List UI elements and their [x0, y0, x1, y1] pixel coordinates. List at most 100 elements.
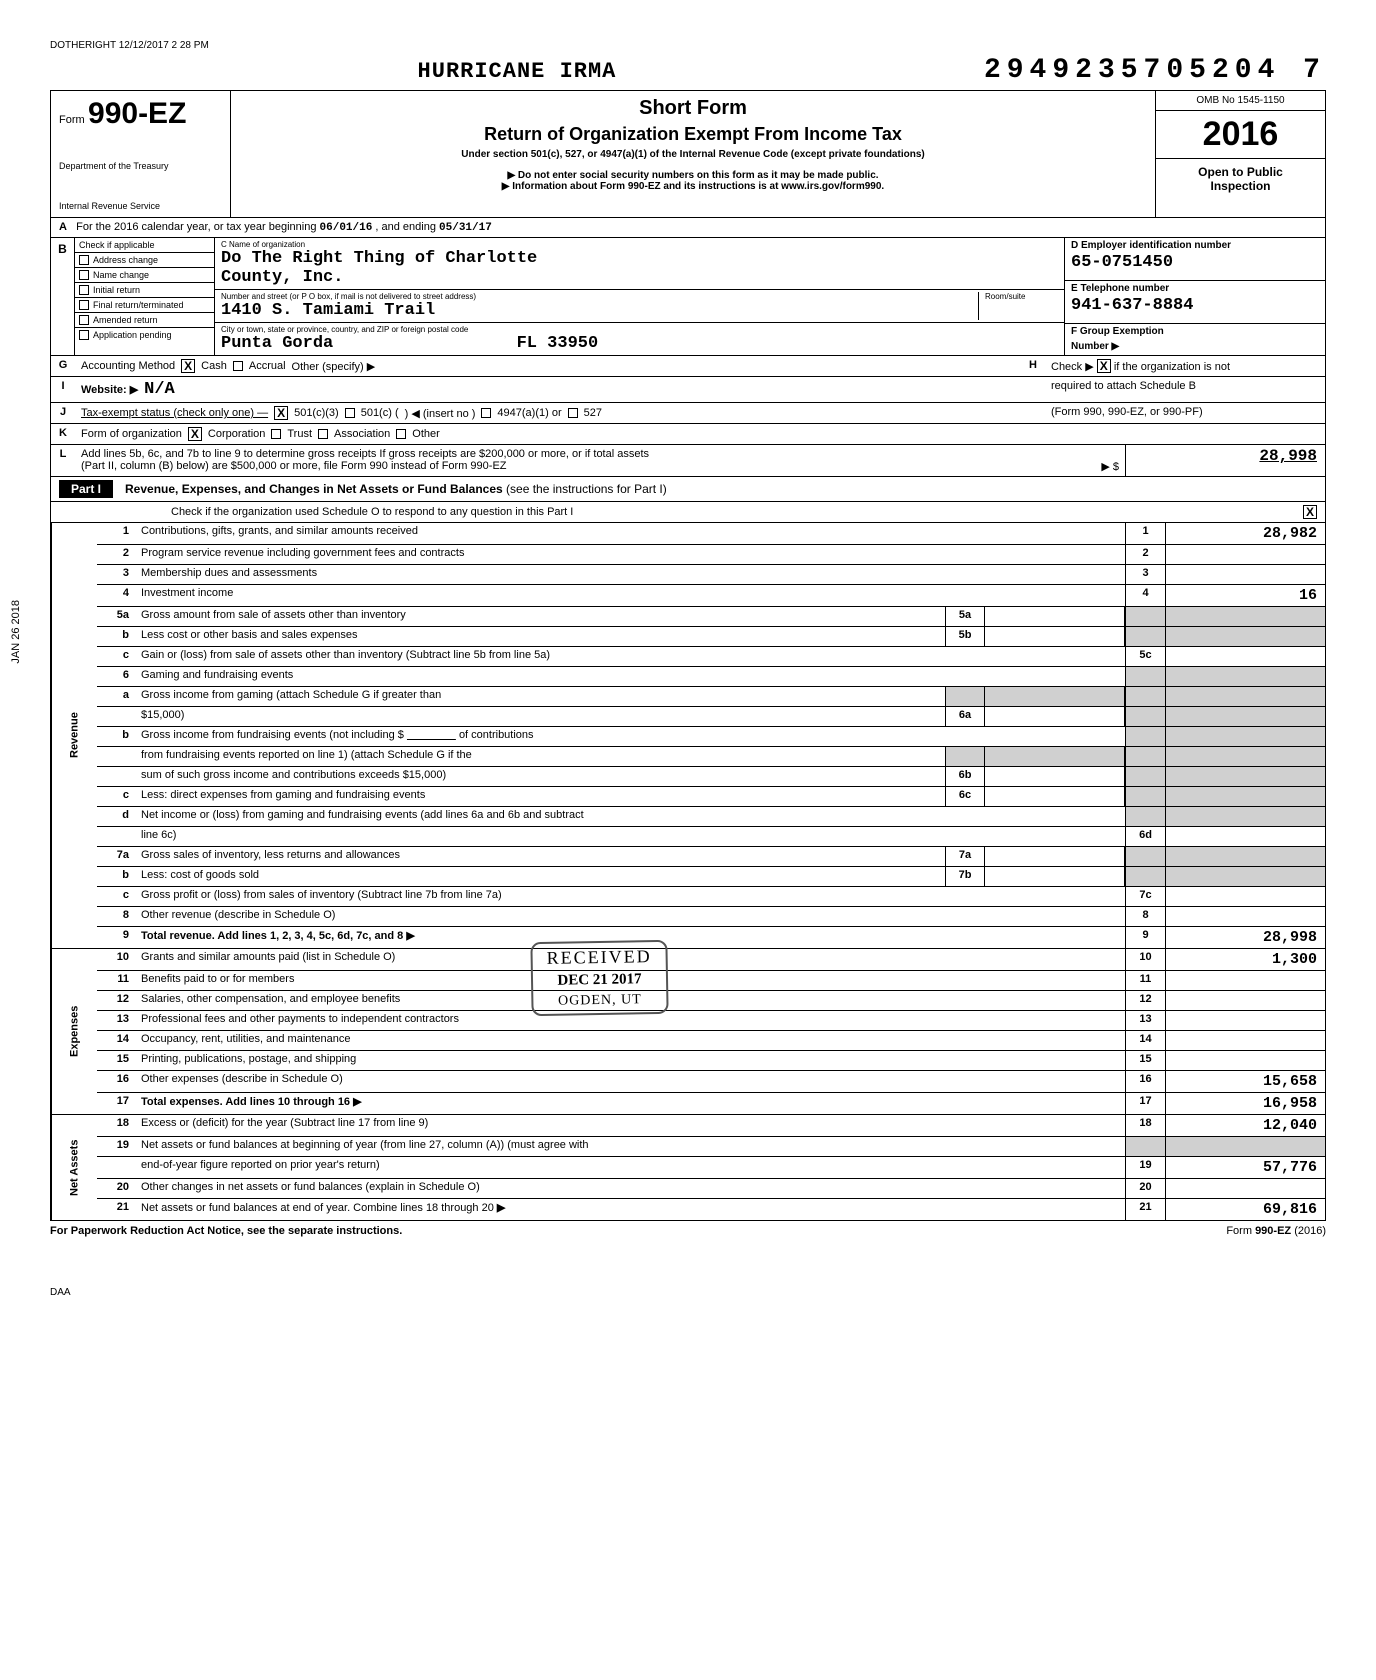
assoc-checkbox[interactable]	[318, 429, 328, 439]
mid-val	[985, 627, 1125, 646]
mid-num: 7a	[945, 847, 985, 866]
4947-checkbox[interactable]	[481, 408, 491, 418]
info-block: B Check if applicable Address change Nam…	[50, 238, 1326, 356]
footer: For Paperwork Reduction Act Notice, see …	[50, 1225, 1326, 1237]
right-num: 2	[1125, 545, 1165, 564]
mid-val	[985, 767, 1125, 786]
subtitle: Under section 501(c), 527, or 4947(a)(1)…	[241, 149, 1145, 160]
line-val	[1165, 971, 1325, 990]
line-num: 12	[97, 991, 137, 1010]
check-label: Final return/terminated	[93, 300, 184, 310]
label-g: G	[51, 356, 75, 376]
check-label: Amended return	[93, 315, 158, 325]
mid-num: 7b	[945, 867, 985, 886]
527-checkbox[interactable]	[568, 408, 578, 418]
mid-num: 5a	[945, 607, 985, 626]
part1-label: Part I	[59, 480, 113, 498]
mid-num	[945, 747, 985, 766]
line-desc: Gaming and fundraising events	[137, 667, 1125, 686]
4947-label: 4947(a)(1) or	[497, 407, 561, 419]
line-desc: Printing, publications, postage, and shi…	[137, 1051, 1125, 1070]
g-content: Accounting Method XCash Accrual Other (s…	[75, 356, 1021, 376]
checkbox-icon[interactable]	[79, 255, 89, 265]
cash-checkbox[interactable]: X	[181, 359, 195, 373]
checkbox-icon[interactable]	[79, 300, 89, 310]
checkbox-icon[interactable]	[79, 270, 89, 280]
right-num	[1125, 607, 1165, 626]
checkbox-icon[interactable]	[79, 285, 89, 295]
line-desc: end-of-year figure reported on prior yea…	[137, 1157, 1125, 1178]
right-num: 6d	[1125, 827, 1165, 846]
website-val: N/A	[144, 380, 175, 399]
name-column: C Name of organization Do The Right Thin…	[215, 238, 1065, 355]
right-num: 1	[1125, 523, 1165, 544]
phone: 941-637-8884	[1065, 296, 1325, 319]
checkbox-icon[interactable]	[79, 330, 89, 340]
line-val	[1165, 827, 1325, 846]
line-val	[1165, 867, 1325, 886]
line-a-text: For the 2016 calendar year, or tax year …	[76, 221, 316, 233]
label-a: A	[59, 221, 67, 233]
accrual-checkbox[interactable]	[233, 361, 243, 371]
label-i: I	[51, 377, 75, 402]
right-num: 21	[1125, 1199, 1165, 1220]
line-num	[97, 707, 137, 726]
line-num: c	[97, 787, 137, 806]
h-checkbox[interactable]: X	[1097, 359, 1111, 373]
line-val	[1165, 627, 1325, 646]
check-address: Address change	[75, 253, 214, 268]
line-desc: Net income or (loss) from gaming and fun…	[137, 807, 1125, 826]
right-num: 7c	[1125, 887, 1165, 906]
line-num: b	[97, 867, 137, 886]
other-checkbox[interactable]	[396, 429, 406, 439]
form-right: OMB No 1545-1150 2016 Open to Public Ins…	[1155, 91, 1325, 217]
right-num	[1125, 627, 1165, 646]
city-label: City or town, state or province, country…	[221, 325, 1058, 334]
line-val	[1165, 787, 1325, 806]
501c3-checkbox[interactable]: X	[274, 406, 288, 420]
open-text: Open to Public	[1162, 165, 1319, 179]
f-label-2: Number ▶	[1065, 339, 1325, 354]
software-meta: DOTHERIGHT 12/12/2017 2 28 PM	[50, 40, 1326, 51]
street-address: 1410 S. Tamiami Trail	[221, 301, 978, 320]
mid-val	[985, 747, 1125, 766]
received-stamp: RECEIVED DEC 21 2017 OGDEN, UT	[530, 940, 668, 1016]
ein: 65-0751450	[1065, 253, 1325, 276]
line-val: 12,040	[1165, 1115, 1325, 1136]
line-val: 1,300	[1165, 949, 1325, 970]
501c-checkbox[interactable]	[345, 408, 355, 418]
label-h: H	[1021, 356, 1045, 376]
checkbox-icon[interactable]	[79, 315, 89, 325]
addr-block: Number and street (or P O box, if mail i…	[215, 290, 1064, 323]
line-num: c	[97, 647, 137, 666]
line-val	[1165, 1051, 1325, 1070]
sched-o-checkbox[interactable]: X	[1303, 505, 1317, 519]
mid-val	[985, 847, 1125, 866]
trust-checkbox[interactable]	[271, 429, 281, 439]
mid-num: 6c	[945, 787, 985, 806]
short-form-title: Short Form	[241, 97, 1145, 120]
label-j: J	[51, 403, 75, 423]
mid-val	[985, 707, 1125, 726]
line-num: 18	[97, 1115, 137, 1136]
corp-checkbox[interactable]: X	[188, 427, 202, 441]
check-label: Application pending	[93, 330, 172, 340]
scan-date-side: JAN 26 2018	[10, 600, 22, 664]
open-public: Open to Public Inspection	[1156, 159, 1325, 199]
l-text2: (Part II, column (B) below) are $500,000…	[81, 460, 507, 473]
line-num: 19	[97, 1137, 137, 1156]
end-date: 05/31/17	[439, 222, 492, 234]
footer-left: For Paperwork Reduction Act Notice, see …	[50, 1225, 402, 1237]
line-val	[1165, 607, 1325, 626]
right-num	[1125, 727, 1165, 746]
line-val	[1165, 1137, 1325, 1156]
line-num: 21	[97, 1199, 137, 1220]
mid-num: 5b	[945, 627, 985, 646]
form-prefix: Form	[59, 114, 85, 126]
line-desc: Program service revenue including govern…	[137, 545, 1125, 564]
form-left: Form 990-EZ Department of the Treasury I…	[51, 91, 231, 217]
other-k-label: Other	[412, 428, 440, 440]
line-val	[1165, 687, 1325, 706]
line-val: 16	[1165, 585, 1325, 606]
line-num: 20	[97, 1179, 137, 1198]
